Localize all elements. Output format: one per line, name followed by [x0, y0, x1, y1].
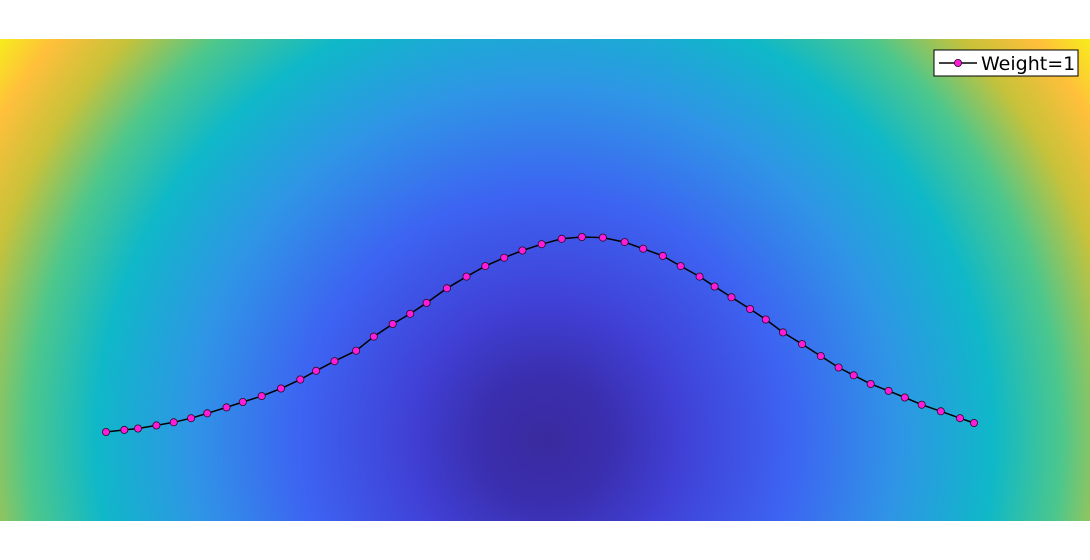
data-point-marker — [746, 304, 755, 313]
data-point-marker — [500, 253, 509, 262]
legend-label: Weight=1 — [981, 53, 1075, 75]
data-point-marker — [557, 234, 566, 243]
data-point-marker — [727, 293, 736, 302]
legend-marker-sample — [954, 59, 963, 68]
data-point-marker — [658, 251, 667, 260]
data-point-marker — [884, 386, 893, 395]
data-point-marker — [442, 284, 451, 293]
data-point-marker — [849, 371, 858, 380]
data-point-marker — [276, 384, 285, 393]
data-point-marker — [620, 238, 629, 247]
series-layer — [102, 232, 979, 436]
data-point-marker — [120, 425, 129, 434]
data-point-marker — [312, 366, 321, 375]
data-point-marker — [462, 272, 471, 281]
data-point-marker — [296, 375, 305, 384]
data-point-marker — [422, 298, 431, 307]
data-point-marker — [956, 414, 965, 423]
data-point-marker — [133, 424, 142, 433]
data-point-marker — [798, 340, 807, 349]
data-point-marker — [676, 262, 685, 271]
data-point-marker — [779, 328, 788, 337]
data-point-marker — [187, 414, 196, 423]
data-point-marker — [222, 403, 231, 412]
data-point-marker — [639, 244, 648, 253]
data-point-marker — [710, 282, 719, 291]
data-point-marker — [866, 379, 875, 388]
plot-background-field — [0, 39, 1090, 521]
data-point-marker — [238, 397, 247, 406]
data-point-marker — [518, 246, 527, 255]
data-point-marker — [369, 332, 378, 341]
data-point-marker — [761, 315, 770, 324]
data-point-marker — [406, 309, 415, 318]
data-point-marker — [695, 272, 704, 281]
data-point-marker — [203, 409, 212, 418]
data-point-marker — [577, 232, 586, 241]
data-point-marker — [330, 357, 339, 366]
data-point-marker — [537, 240, 546, 249]
data-point-marker — [481, 262, 490, 271]
legend: Weight=1 — [933, 49, 1079, 77]
data-point-marker — [152, 421, 161, 430]
data-point-marker — [917, 400, 926, 409]
data-point-marker — [102, 427, 111, 436]
data-point-marker — [936, 407, 945, 416]
data-point-marker — [257, 392, 266, 401]
data-point-marker — [834, 363, 843, 372]
data-point-marker — [352, 346, 361, 355]
data-point-marker — [169, 418, 178, 427]
data-point-marker — [816, 352, 825, 361]
data-point-marker — [970, 418, 979, 427]
data-point-marker — [900, 393, 909, 402]
data-point-marker — [598, 233, 607, 242]
data-point-marker — [388, 319, 397, 328]
